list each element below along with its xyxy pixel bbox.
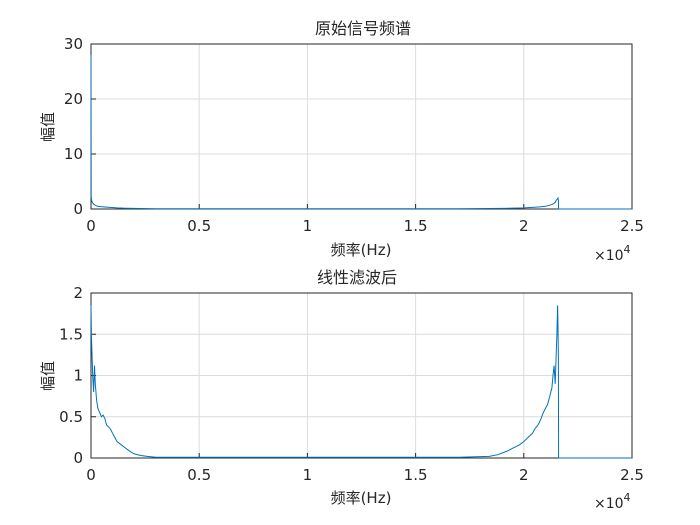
x-tick-label: 0 [86,466,96,484]
x-exponent-label: ×104 [594,491,631,512]
y-tick-label: 0.5 [59,408,83,426]
y-tick-label: 30 [64,35,83,53]
x-tick-label: 2 [519,466,529,484]
y-tick-label: 1.5 [59,325,83,343]
subplot-linear-filtered: 线性滤波后 0 0.5 1 1.5 2 0 0.5 1 1.5 2 2.5 频率… [39,268,644,512]
x-tick-label: 2 [519,217,529,235]
y-tick-label: 10 [64,145,83,163]
x-axis-label: 频率(Hz) [331,489,392,507]
plot-area [90,43,633,210]
spectrum-line [90,305,632,459]
spectrum-line [90,54,632,210]
chart-title: 线性滤波后 [317,268,397,287]
y-tick-label: 20 [64,90,83,108]
x-tick-label: 0.5 [187,217,211,235]
chart-title: 原始信号频谱 [315,19,411,38]
y-tick-label: 2 [73,284,83,302]
x-tick-label: 2.5 [620,466,644,484]
y-tick-label: 1 [73,367,83,385]
x-tick-label: 1.5 [404,466,428,484]
y-tick-label: 0 [73,449,83,467]
y-tick-label: 0 [73,200,83,218]
grid [90,292,633,459]
x-tick-label: 2.5 [620,217,644,235]
tick-marks [90,43,633,210]
y-axis-label: 幅值 [39,361,57,391]
x-exponent-label: ×104 [594,243,631,264]
x-tick-label: 1 [303,217,313,235]
x-tick-label: 1.5 [404,217,428,235]
grid [90,43,633,210]
y-axis-label: 幅值 [39,112,57,142]
x-tick-label: 0.5 [187,466,211,484]
x-tick-label: 0 [86,217,96,235]
subplot-original-spectrum: 原始信号频谱 0 10 20 30 0 0.5 1 1.5 2 2.5 频率(H… [39,19,644,264]
x-tick-label: 1 [303,466,313,484]
x-axis-label: 频率(Hz) [331,241,392,259]
